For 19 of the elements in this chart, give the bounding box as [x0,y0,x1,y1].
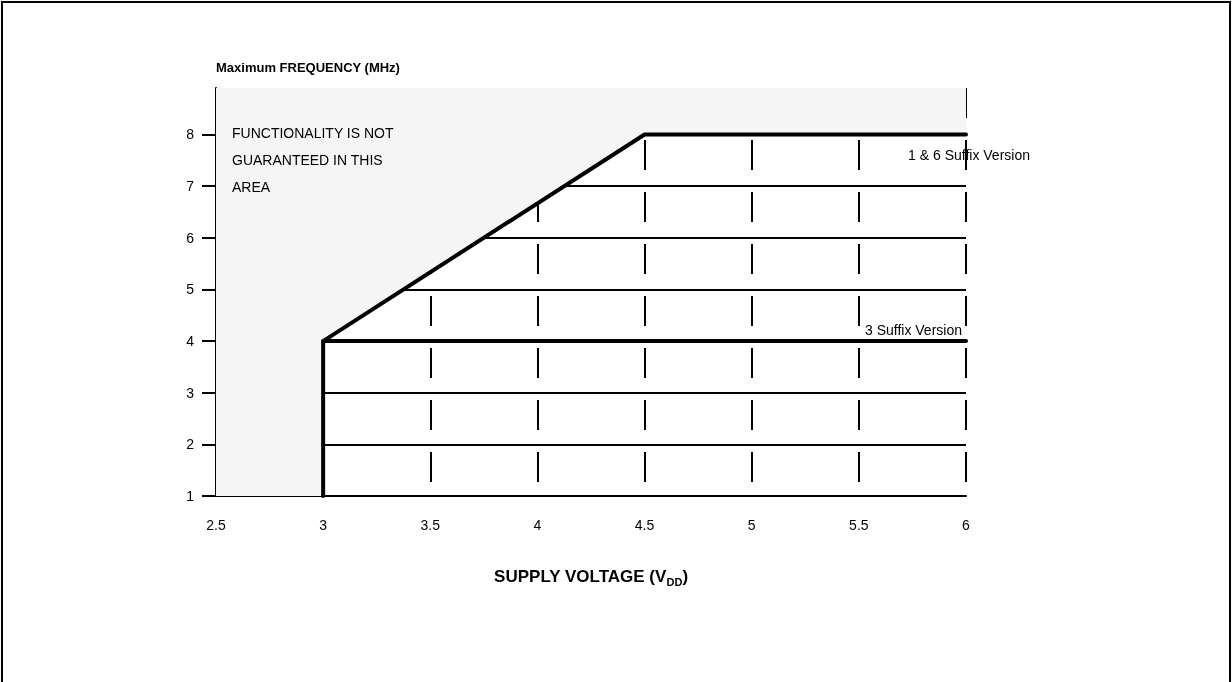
series-label: 3 Suffix Version [864,322,962,339]
y-axis-title: Maximum FREQUENCY (MHz) [216,60,400,75]
x-tick-label: 6 [962,517,971,533]
y-tick-label: 7 [186,178,195,195]
x-tick-label: 5 [747,517,756,533]
y-tick-label: 2 [186,436,195,453]
annotation: FUNCTIONALITY IS NOT GUARANTEED IN THIS AREA [232,124,398,195]
x-tick-label: 3 [319,517,328,533]
x-tick-label: 4 [533,517,542,533]
y-tick-label: 4 [186,333,195,350]
x-tick-label: 4.5 [634,517,655,533]
x-tick-label: 3.5 [420,517,441,533]
y-tick-label: 3 [186,384,195,401]
y-tick-label: 1 [186,488,195,504]
y-tick-label: 6 [186,229,195,246]
y-tick-label: 8 [186,126,195,143]
y-tick-label: 5 [186,281,195,298]
x-tick-label: 2.5 [206,517,226,533]
x-tick-label: 5.5 [849,517,869,533]
